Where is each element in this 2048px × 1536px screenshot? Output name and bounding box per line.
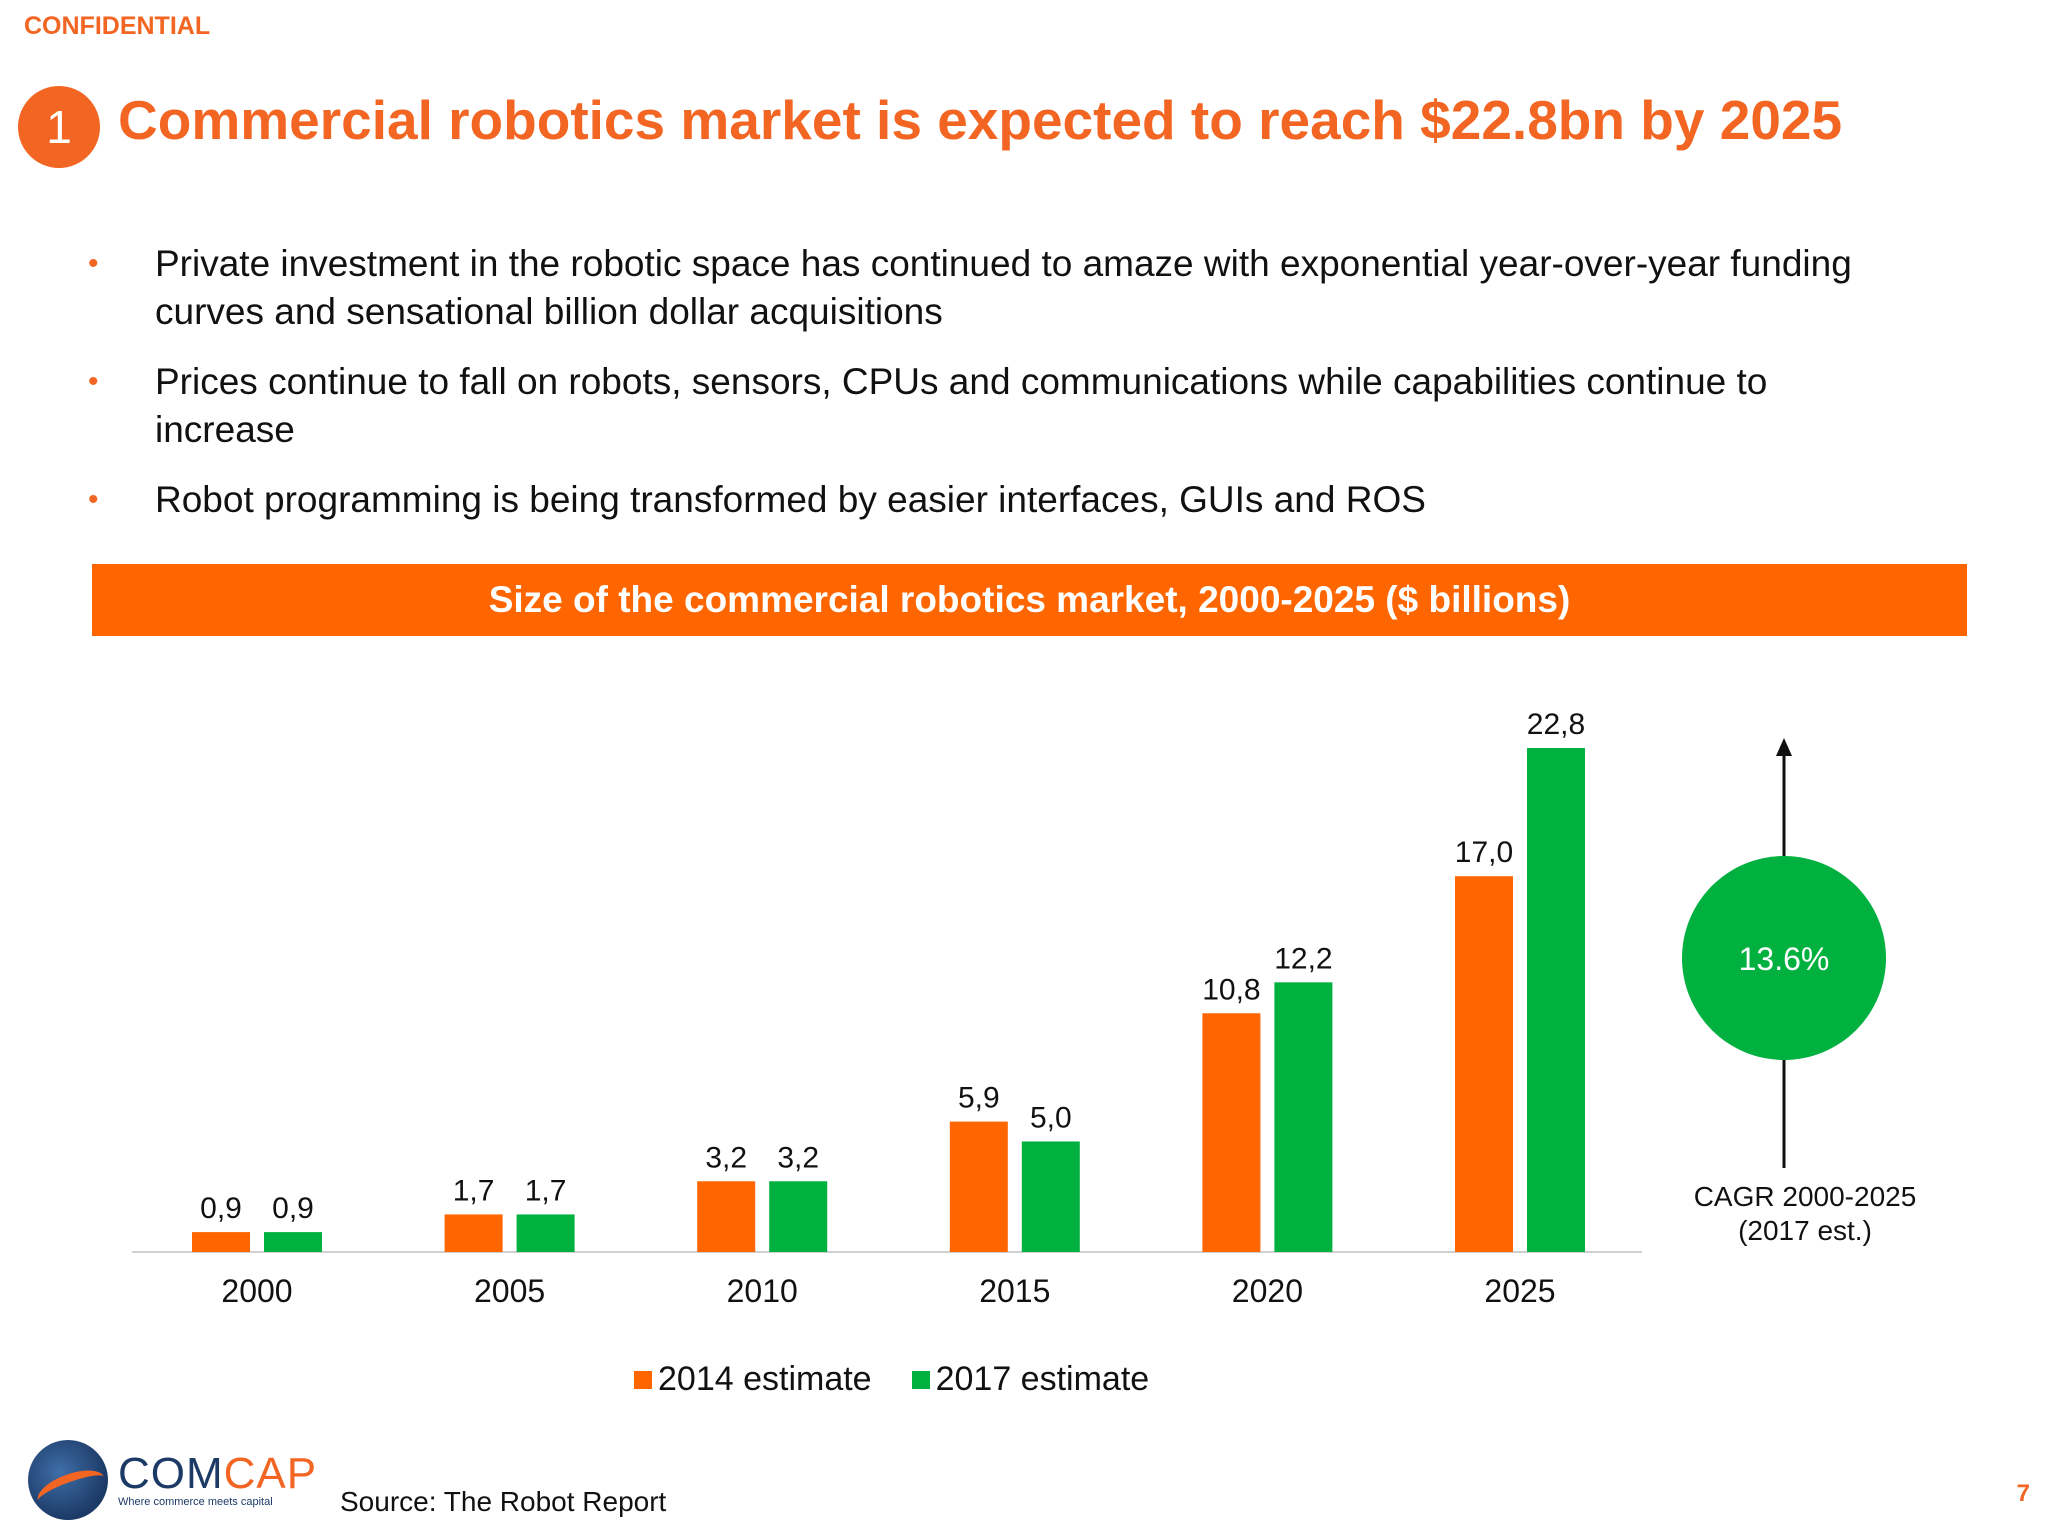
bar-2014-2025	[1455, 876, 1513, 1252]
source-note: Source: The Robot Report	[340, 1486, 667, 1517]
legend-item-2017: 2017 estimate	[911, 1360, 1150, 1399]
bullet-text: Robot programming is being transformed b…	[155, 479, 1426, 520]
bullet-item: • Robot programming is being transformed…	[88, 476, 1908, 524]
data-label: 5,0	[1030, 1101, 1072, 1134]
bar-2017-2010	[769, 1181, 828, 1252]
x-tick-label: 2025	[1484, 1273, 1555, 1309]
bar-2017-2005	[516, 1214, 575, 1252]
x-tick-label: 2005	[474, 1273, 545, 1309]
data-label: 12,2	[1274, 942, 1332, 975]
data-label: 0,9	[200, 1192, 242, 1225]
page-number: 7	[2016, 1480, 2030, 1507]
bar-2017-2000	[264, 1232, 322, 1252]
legend-swatch-2014	[634, 1370, 652, 1389]
x-tick-label: 2020	[1232, 1273, 1303, 1309]
x-tick-label: 2010	[727, 1273, 798, 1309]
cagr-caption-line2: (2017 est.)	[1738, 1215, 1872, 1246]
chart-title-banner: Size of the commercial robotics market, …	[92, 564, 1967, 636]
legend-label-2014: 2014 estimate	[658, 1360, 872, 1398]
logo-word-com: COM	[118, 1449, 224, 1498]
logo-tagline: Where commerce meets capital	[118, 1496, 273, 1508]
chart-legend: 2014 estimate 2017 estimate	[634, 1360, 1149, 1399]
bullet-marker: •	[88, 247, 99, 280]
bullet-marker: •	[88, 483, 99, 516]
bullet-text: Private investment in the robotic space …	[155, 243, 1852, 332]
bar-2017-2015	[1021, 1141, 1080, 1252]
data-label: 5,9	[958, 1082, 1000, 1115]
logo-wordmark: COMCAP	[118, 1452, 317, 1496]
bullet-list: • Private investment in the robotic spac…	[88, 240, 1908, 546]
data-label: 0,9	[272, 1192, 314, 1225]
legend-label-2017: 2017 estimate	[935, 1360, 1150, 1398]
bar-2014-2010	[697, 1181, 756, 1252]
bar-2014-2000	[192, 1232, 250, 1252]
data-label: 3,2	[705, 1141, 747, 1174]
cagr-caption: CAGR 2000-2025 (2017 est.)	[1670, 1180, 1940, 1248]
x-tick-label: 2000	[221, 1273, 292, 1309]
bullet-text: Prices continue to fall on robots, senso…	[155, 361, 1768, 450]
data-label: 1,7	[525, 1174, 567, 1207]
data-label: 3,2	[777, 1141, 819, 1174]
logo-word-cap: CAP	[223, 1449, 318, 1498]
logo-text: COMCAP Where commerce meets capital	[118, 1452, 317, 1509]
globe-icon	[28, 1440, 108, 1520]
cagr-value: 13.6%	[1739, 941, 1830, 977]
bar-2017-2025	[1527, 748, 1585, 1252]
cagr-arrow-head	[1776, 738, 1792, 756]
bar-2014-2020	[1202, 1013, 1261, 1252]
legend-swatch-2017	[911, 1370, 930, 1389]
bar-2014-2005	[444, 1214, 503, 1252]
cagr-circle	[1682, 856, 1886, 1060]
bullet-item: • Private investment in the robotic spac…	[88, 240, 1908, 336]
cagr-caption-line1: CAGR 2000-2025	[1693, 1181, 1917, 1212]
data-label: 22,8	[1527, 708, 1585, 741]
data-label: 17,0	[1455, 836, 1513, 869]
page-title: Commercial robotics market is expected t…	[118, 89, 1843, 151]
slide-number-badge: 1	[18, 86, 100, 168]
bar-2017-2020	[1274, 982, 1333, 1252]
legend-item-2014: 2014 estimate	[634, 1360, 872, 1399]
bullet-marker: •	[88, 365, 99, 398]
bullet-item: • Prices continue to fall on robots, sen…	[88, 358, 1908, 454]
confidential-label: CONFIDENTIAL	[24, 12, 211, 40]
comcap-logo: COMCAP Where commerce meets capital	[28, 1440, 317, 1520]
data-label: 1,7	[453, 1174, 495, 1207]
data-label: 10,8	[1202, 973, 1260, 1006]
bar-2014-2015	[949, 1121, 1008, 1252]
x-tick-label: 2015	[979, 1273, 1050, 1309]
